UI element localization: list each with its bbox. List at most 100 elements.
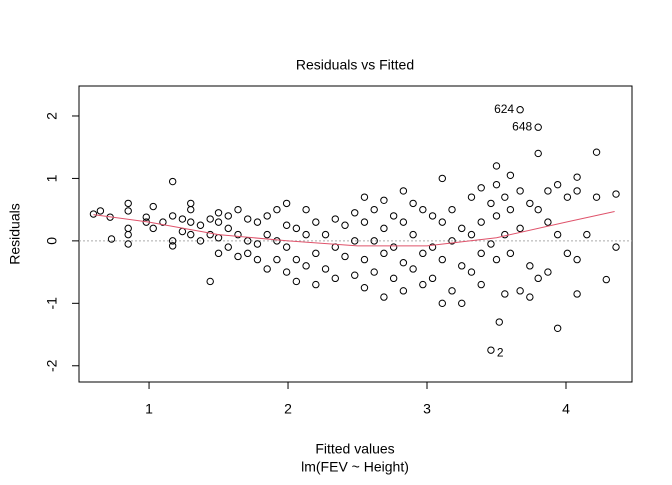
point <box>477 249 485 258</box>
point <box>467 230 476 239</box>
point <box>292 277 301 286</box>
point <box>501 230 509 239</box>
point <box>370 205 378 214</box>
point <box>159 218 167 226</box>
y-tick-label: 0 <box>44 237 60 245</box>
point <box>360 255 369 264</box>
point <box>187 230 195 239</box>
point <box>312 280 320 289</box>
point <box>389 212 398 220</box>
point <box>96 207 105 215</box>
point <box>553 230 562 239</box>
point <box>492 162 501 170</box>
point <box>196 237 205 245</box>
point <box>107 235 116 243</box>
point <box>526 262 534 270</box>
point <box>263 230 271 239</box>
point <box>168 237 177 245</box>
point <box>563 249 572 258</box>
point <box>149 202 157 211</box>
smooth-line <box>93 211 615 247</box>
x-tick-label: 1 <box>145 401 153 417</box>
point <box>487 199 495 208</box>
point <box>409 199 417 208</box>
point <box>438 218 446 226</box>
point <box>516 106 524 114</box>
point <box>506 205 515 214</box>
point <box>492 255 501 264</box>
point <box>467 193 476 201</box>
point <box>553 324 562 332</box>
point <box>282 199 291 208</box>
point <box>206 230 214 239</box>
point <box>142 213 150 221</box>
point <box>149 224 157 233</box>
x-tick-label: 4 <box>562 401 570 417</box>
point <box>534 205 542 214</box>
point <box>419 280 427 289</box>
point <box>380 293 388 301</box>
point <box>573 290 581 298</box>
point <box>124 224 132 233</box>
point <box>516 187 524 195</box>
point <box>178 227 187 236</box>
point <box>506 171 515 179</box>
point <box>273 255 281 264</box>
point <box>592 193 601 201</box>
point <box>312 218 320 226</box>
point <box>273 205 281 214</box>
point <box>282 221 291 229</box>
point <box>487 346 495 354</box>
point <box>419 205 427 214</box>
point <box>438 299 446 308</box>
y-tick-label: 1 <box>44 174 60 182</box>
point <box>370 237 378 245</box>
point <box>448 287 456 295</box>
point <box>244 249 252 258</box>
point <box>380 249 388 258</box>
point <box>370 268 378 276</box>
point <box>534 274 542 283</box>
point <box>206 215 214 223</box>
point <box>263 212 271 220</box>
point-label: 624 <box>494 102 514 116</box>
point <box>419 249 427 258</box>
point <box>467 268 476 276</box>
point <box>282 243 291 251</box>
point <box>428 243 437 251</box>
point <box>409 265 417 273</box>
point <box>438 174 446 183</box>
point <box>302 230 310 239</box>
point <box>573 173 581 181</box>
point <box>214 218 223 226</box>
point <box>351 237 359 245</box>
point <box>501 193 509 201</box>
y-tick-label: -2 <box>44 359 60 372</box>
point <box>253 240 262 248</box>
point <box>244 215 252 223</box>
point <box>399 259 408 267</box>
point <box>487 240 495 248</box>
point <box>553 180 562 189</box>
point <box>302 205 310 214</box>
point <box>399 218 408 226</box>
point <box>196 221 205 229</box>
point <box>187 205 195 214</box>
point <box>526 293 534 301</box>
point <box>428 212 437 220</box>
point <box>602 275 610 284</box>
x-tick-label: 3 <box>423 401 431 417</box>
point <box>224 212 232 220</box>
point <box>380 224 388 233</box>
y-axis-label: Residuals <box>7 203 23 264</box>
y-tick-label: -1 <box>44 297 60 310</box>
point <box>438 255 446 264</box>
plot-frame <box>78 85 633 383</box>
point <box>273 237 281 245</box>
point <box>458 224 466 233</box>
point <box>477 184 485 192</box>
point <box>534 149 542 158</box>
point <box>292 255 301 264</box>
point <box>573 187 581 195</box>
